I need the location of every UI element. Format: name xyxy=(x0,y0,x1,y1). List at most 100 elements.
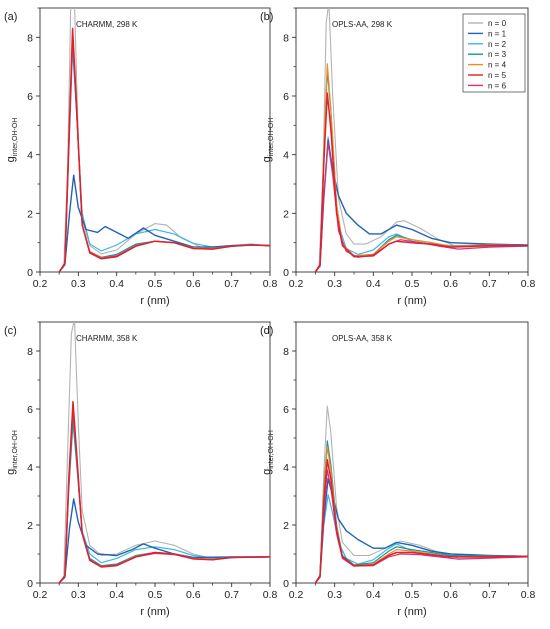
y-axis-label-main: g xyxy=(261,469,273,475)
series-line-n6 xyxy=(314,469,528,583)
series-line-n5 xyxy=(58,27,270,272)
y-tick-label: 8 xyxy=(27,32,33,44)
panel-letter: (d) xyxy=(260,325,273,337)
y-axis-label-main: g xyxy=(5,156,17,162)
series-line-n4 xyxy=(314,63,528,272)
panel-letter: (a) xyxy=(4,11,17,23)
x-tick-label: 0.5 xyxy=(148,278,163,290)
series-group xyxy=(58,322,270,583)
panel-letter: (b) xyxy=(260,11,273,23)
series-line-n3 xyxy=(58,39,270,272)
x-tick-label: 0.6 xyxy=(443,278,458,290)
legend-label: n = 1 xyxy=(488,29,507,38)
y-axis-label: ginter,OH-OH xyxy=(261,118,275,163)
x-tick-label: 0.4 xyxy=(109,589,124,601)
y-tick-label: 4 xyxy=(283,462,289,474)
y-tick-label: 4 xyxy=(27,150,33,162)
y-axis-label: ginter,OH-OH xyxy=(261,430,275,475)
legend-label: n = 2 xyxy=(488,40,507,49)
x-tick-label: 0.6 xyxy=(186,278,201,290)
y-axis-label-subscript: inter,OH-OH xyxy=(268,430,275,469)
x-tick-label: 0.2 xyxy=(33,589,48,601)
series-group xyxy=(314,8,528,272)
series-line-n3 xyxy=(58,417,270,583)
series-group xyxy=(58,8,270,272)
series-line-n5 xyxy=(58,401,270,583)
series-line-n2 xyxy=(314,494,528,583)
y-tick-label: 2 xyxy=(283,208,289,220)
x-axis-label: r (nm) xyxy=(397,295,426,307)
y-tick-label: 8 xyxy=(283,346,289,358)
panel-title: CHARMM, 358 K xyxy=(76,334,138,343)
series-line-n4 xyxy=(314,446,528,583)
x-tick-label: 0.2 xyxy=(33,278,48,290)
y-tick-label: 6 xyxy=(27,91,33,103)
legend-box xyxy=(462,13,526,93)
y-tick-label: 0 xyxy=(27,267,33,279)
legend-label: n = 3 xyxy=(488,50,507,59)
panel-title: OPLS-AA, 358 K xyxy=(332,334,393,343)
x-tick-label: 0.6 xyxy=(186,589,201,601)
y-tick-label: 8 xyxy=(27,346,33,358)
series-line-n4 xyxy=(58,33,270,272)
panel-letter: (c) xyxy=(4,325,17,337)
x-tick-label: 0.7 xyxy=(482,589,497,601)
x-tick-label: 0.4 xyxy=(366,278,381,290)
x-tick-label: 0.3 xyxy=(71,278,86,290)
y-tick-label: 2 xyxy=(27,520,33,532)
legend-label: n = 0 xyxy=(488,19,507,28)
x-tick-label: 0.7 xyxy=(224,278,239,290)
x-tick-label: 0.2 xyxy=(289,589,304,601)
x-tick-label: 0.2 xyxy=(289,278,304,290)
y-tick-label: 0 xyxy=(283,578,289,590)
panel-title: OPLS-AA, 298 K xyxy=(332,20,393,29)
y-tick-label: 6 xyxy=(283,404,289,416)
legend: n = 0n = 1 n = 2n = 3 n = 4n = 5n = 6 xyxy=(462,13,526,93)
series-line-n1 xyxy=(314,477,528,583)
y-axis-label: ginter,OH-OH xyxy=(5,430,19,475)
x-axis-label: r (nm) xyxy=(140,295,169,307)
x-tick-label: 0.8 xyxy=(263,589,278,601)
series-line-n6 xyxy=(58,36,270,272)
series-line-n0 xyxy=(58,322,270,583)
y-axis-label-main: g xyxy=(5,469,17,475)
y-tick-label: 0 xyxy=(27,578,33,590)
y-axis-label-subscript: inter,OH-OH xyxy=(268,118,275,157)
x-tick-label: 0.3 xyxy=(327,589,342,601)
y-tick-label: 0 xyxy=(283,267,289,279)
x-axis-label: r (nm) xyxy=(140,606,169,618)
x-tick-label: 0.7 xyxy=(482,278,497,290)
x-tick-label: 0.3 xyxy=(71,589,86,601)
series-line-n1 xyxy=(58,498,270,583)
x-tick-label: 0.4 xyxy=(109,278,124,290)
series-line-n5 xyxy=(314,92,528,272)
panel-b: 0.2 0.3 0.4 0.5 0.6 0.7 0.8 0 2 4 6 8 r (nm) ginter,O… xyxy=(260,7,536,307)
x-tick-label: 0.5 xyxy=(405,278,420,290)
panel-title: CHARMM, 298 K xyxy=(76,20,138,29)
x-tick-label: 0.6 xyxy=(443,589,458,601)
y-tick-label: 4 xyxy=(27,462,33,474)
x-tick-label: 0.8 xyxy=(521,278,536,290)
y-tick-label: 6 xyxy=(283,91,289,103)
y-axis-label-main: g xyxy=(261,156,273,162)
legend-label: n = 4 xyxy=(488,61,507,70)
legend-label: n = 5 xyxy=(488,71,507,80)
series-line-n1 xyxy=(58,174,270,272)
plot-frame xyxy=(39,7,271,273)
y-axis-label-subscript: inter,OH-OH xyxy=(12,430,19,469)
y-axis-label: ginter,OH-OH xyxy=(5,118,19,163)
x-tick-label: 0.5 xyxy=(405,589,420,601)
x-axis-label: r (nm) xyxy=(397,606,426,618)
x-tick-label: 0.4 xyxy=(366,589,381,601)
y-tick-label: 6 xyxy=(27,404,33,416)
x-tick-label: 0.5 xyxy=(148,589,163,601)
y-tick-label: 8 xyxy=(283,32,289,44)
x-tick-label: 0.8 xyxy=(521,589,536,601)
series-line-n6 xyxy=(314,142,528,272)
x-tick-label: 0.8 xyxy=(263,278,278,290)
y-tick-label: 4 xyxy=(283,150,289,162)
x-tick-label: 0.3 xyxy=(327,278,342,290)
